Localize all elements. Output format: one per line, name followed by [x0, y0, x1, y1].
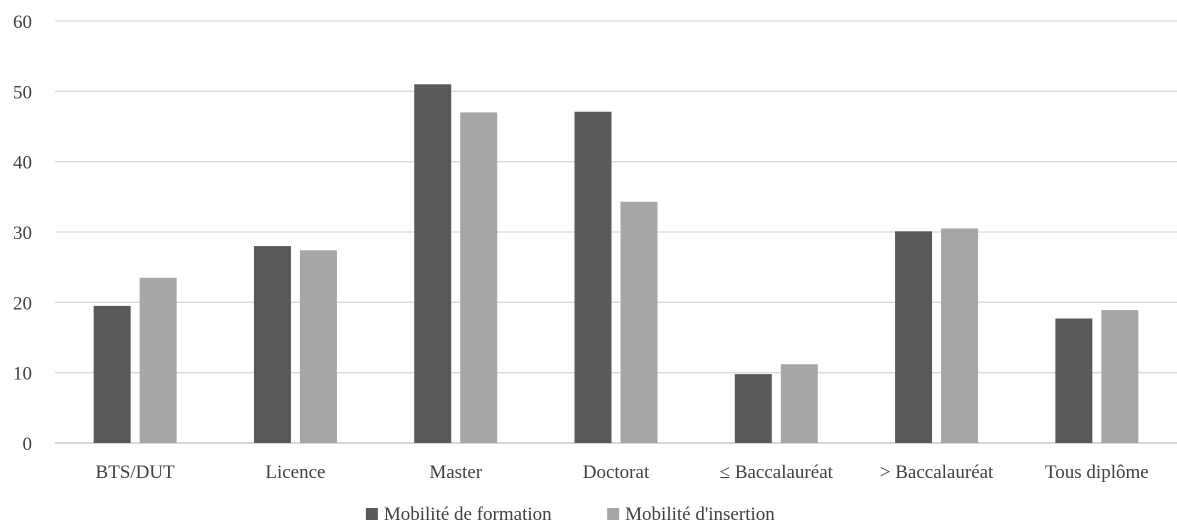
x-category-label: Tous diplôme: [1045, 462, 1149, 483]
gridlines: [55, 20, 1177, 444]
x-axis-category-labels: BTS/DUT Licence Master Doctorat ≤ Baccalauré…: [96, 462, 1149, 483]
y-tick-label: 60: [13, 12, 32, 33]
y-tick-label: 30: [13, 223, 32, 244]
bar-mobilite-de-formation: [1055, 318, 1093, 443]
x-category-label: Master: [429, 462, 482, 483]
bar-mobilite-de-formation: [734, 374, 772, 443]
bar-mobilite-d-insertion: [1101, 310, 1139, 443]
bar-mobilite-d-insertion: [299, 250, 337, 443]
y-tick-label: 0: [23, 434, 33, 455]
y-tick-label: 50: [13, 82, 32, 103]
x-category-label: BTS/DUT: [96, 462, 176, 483]
bar-mobilite-de-formation: [93, 305, 131, 443]
x-category-label: Doctorat: [583, 462, 650, 483]
bar-mobilite-de-formation: [574, 111, 612, 443]
y-tick-label: 10: [13, 364, 32, 385]
legend-swatch: [607, 508, 620, 520]
legend-label: Mobilité de formation: [384, 504, 552, 525]
x-category-label: Licence: [265, 462, 325, 483]
legend: Mobilité de formation Mobilité d'insertio…: [365, 504, 775, 525]
y-axis-tick-labels: 0 10 20 30 40 50 60: [13, 12, 32, 455]
legend-label: Mobilité d'insertion: [625, 504, 775, 525]
x-category-label: ≤ Baccalauréat: [720, 462, 834, 483]
bar-mobilite-d-insertion: [941, 228, 979, 443]
legend-swatch: [365, 508, 378, 520]
bar-mobilite-d-insertion: [780, 364, 818, 443]
bar-mobilite-d-insertion: [139, 277, 177, 443]
bar-mobilite-de-formation: [895, 231, 933, 443]
x-category-label: > Baccalauréat: [880, 462, 994, 483]
y-tick-label: 40: [13, 153, 32, 174]
bar-mobilite-de-formation: [414, 84, 452, 444]
bar-mobilite-d-insertion: [460, 112, 498, 443]
bar-mobilite-de-formation: [253, 246, 291, 443]
y-tick-label: 20: [13, 293, 32, 314]
bar-mobilite-d-insertion: [620, 201, 658, 443]
bars: [93, 84, 1139, 444]
